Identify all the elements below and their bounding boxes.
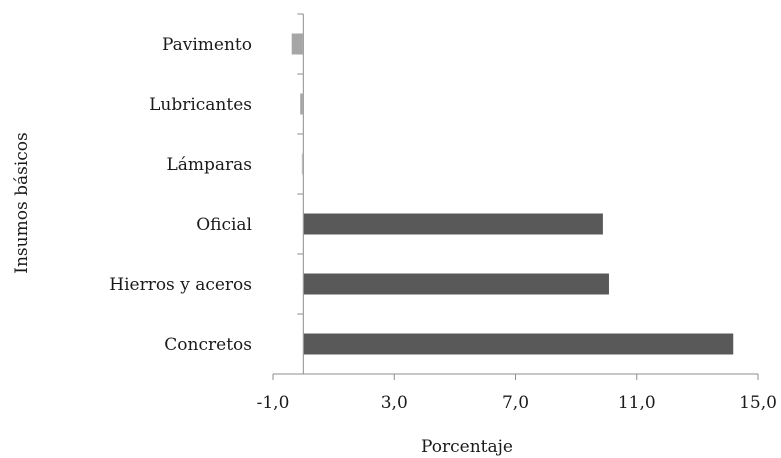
x-tick-label: 3,0	[381, 393, 408, 413]
category-label: Concretos	[164, 335, 252, 355]
x-axis-title: Porcentaje	[421, 437, 513, 457]
y-axis	[297, 13, 304, 375]
bar-lubricantes	[299, 92, 304, 116]
x-tick-label: 11,0	[618, 393, 656, 413]
x-tick-label: 15,0	[739, 393, 777, 413]
x-tick-label: -1,0	[257, 393, 290, 413]
bar-hierros-y-aceros	[302, 272, 610, 296]
bar-concretos	[302, 332, 735, 356]
category-label: Lámparas	[166, 155, 252, 175]
category-label: Oficial	[196, 215, 252, 235]
category-label: Pavimento	[162, 35, 252, 55]
bar-pavimento	[290, 32, 304, 56]
category-label: Hierros y aceros	[109, 275, 252, 295]
y-axis-title: Insumos básicos	[12, 132, 32, 273]
category-label: Lubricantes	[149, 95, 252, 115]
bars-group	[290, 32, 735, 356]
category-labels: Concretos Hierros y aceros Oficial Lámparas…	[109, 35, 252, 355]
x-axis: -1,0 3,0 7,0 11,0 15,0	[257, 373, 777, 413]
bar-oficial	[302, 212, 604, 236]
x-tick-label: 7,0	[502, 393, 529, 413]
